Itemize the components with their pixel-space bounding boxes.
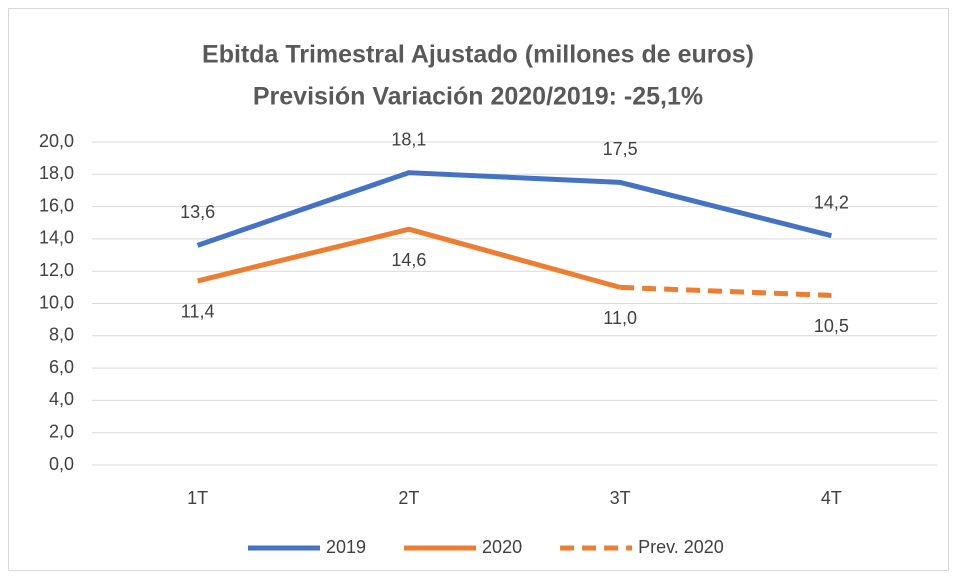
line bbox=[196, 170, 832, 248]
chart-subtitle: Previsión Variación 2020/2019: -25,1% bbox=[253, 83, 703, 111]
data-label: 11,4 bbox=[181, 302, 215, 322]
y-tick-label: 10,0 bbox=[39, 292, 74, 312]
y-tick-label: 12,0 bbox=[39, 260, 74, 280]
line bbox=[620, 284, 832, 298]
x-tick-label: 4T bbox=[821, 488, 842, 508]
data-label: 11,0 bbox=[603, 308, 637, 328]
data-label: 17,5 bbox=[603, 139, 638, 159]
y-tick-label: 20,0 bbox=[39, 131, 74, 151]
chart-title: Ebitda Trimestral Ajustado (millones de … bbox=[202, 41, 754, 69]
legend-label: Prev. 2020 bbox=[638, 537, 724, 557]
x-tick-label: 2T bbox=[398, 488, 419, 508]
data-label: 18,1 bbox=[391, 129, 426, 149]
x-tick-label: 1T bbox=[187, 488, 208, 508]
legend-label: 2020 bbox=[482, 537, 522, 557]
y-tick-label: 4,0 bbox=[49, 389, 74, 409]
x-tick-label: 3T bbox=[610, 488, 631, 508]
y-tick-label: 2,0 bbox=[49, 421, 74, 441]
y-tick-label: 8,0 bbox=[49, 325, 74, 345]
legend-label: 2019 bbox=[326, 537, 366, 557]
data-label: 14,6 bbox=[391, 250, 426, 270]
y-tick-label: 0,0 bbox=[49, 454, 74, 474]
chart-border bbox=[8, 8, 949, 571]
y-tick-label: 14,0 bbox=[39, 228, 74, 248]
data-label: 10,5 bbox=[814, 316, 849, 336]
y-tick-label: 6,0 bbox=[49, 357, 74, 377]
y-tick-label: 18,0 bbox=[39, 163, 74, 183]
data-label: 14,2 bbox=[814, 192, 849, 212]
y-tick-label: 16,0 bbox=[39, 195, 74, 215]
data-label: 13,6 bbox=[180, 202, 215, 222]
line bbox=[197, 226, 621, 290]
